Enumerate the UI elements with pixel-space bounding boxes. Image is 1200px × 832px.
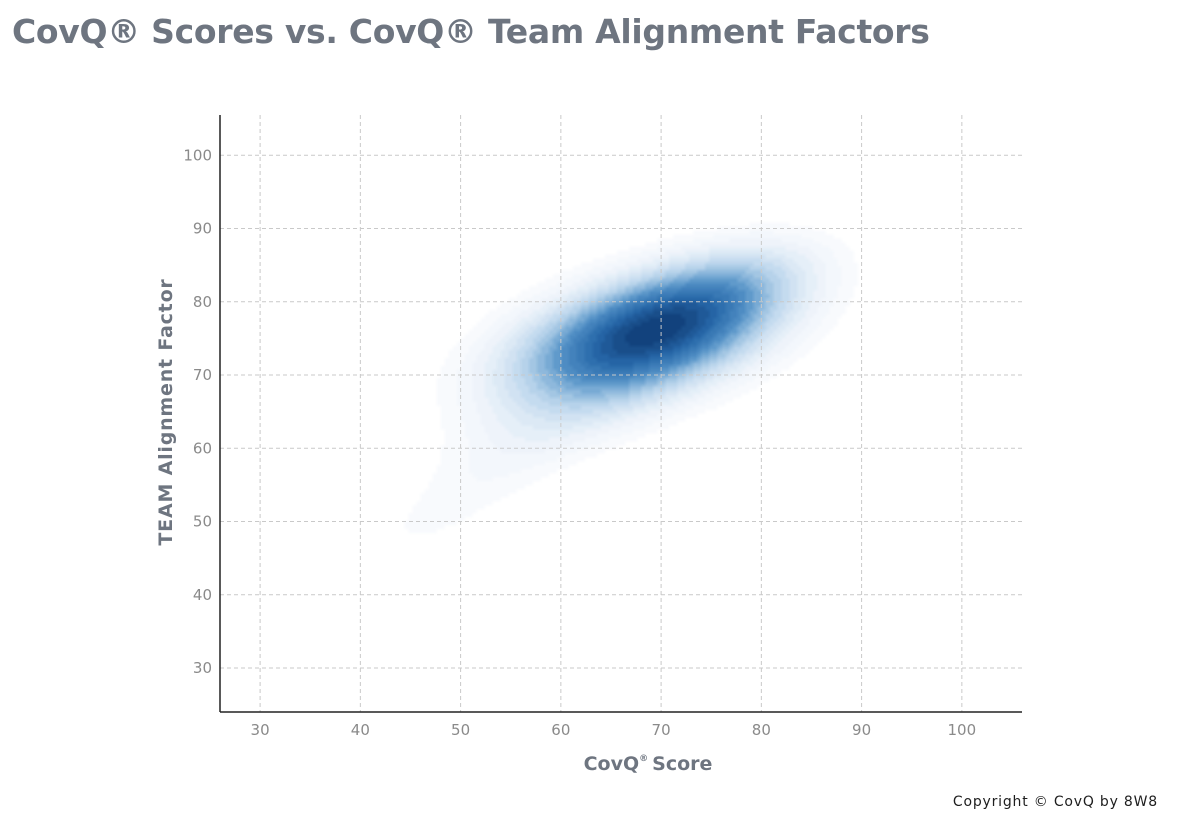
x-tick-label: 50	[451, 721, 470, 739]
y-axis-label: TEAM Alignment Factor	[155, 278, 177, 545]
y-tick-label: 90	[193, 220, 212, 238]
chart-title: CovQ® Scores vs. CovQ® Team Alignment Fa…	[12, 12, 930, 51]
x-tick-label: 80	[752, 721, 771, 739]
y-tick-label: 70	[193, 366, 212, 384]
x-axis-label-suffix: Score	[652, 753, 712, 775]
y-tick-label: 40	[193, 586, 212, 604]
y-tick-label: 80	[193, 293, 212, 311]
y-tick-label: 50	[193, 513, 212, 531]
x-tick-label: 70	[652, 721, 671, 739]
y-tick-label: 100	[183, 146, 212, 164]
x-axis-label-main: CovQ	[584, 753, 640, 775]
ticks-layer: 30 40 50 60 70 80 90 100 30 40 50 60 70 80 90 100	[183, 146, 976, 739]
density-image	[220, 115, 1022, 712]
density-layer	[220, 115, 1022, 712]
y-tick-label: 60	[193, 439, 212, 457]
y-tick-label: 30	[193, 659, 212, 677]
x-tick-label: 90	[852, 721, 871, 739]
x-tick-label: 40	[351, 721, 370, 739]
x-tick-label: 30	[251, 721, 270, 739]
x-axis-label-superscript: ®	[639, 754, 648, 764]
copyright: Copyright © CovQ by 8W8	[952, 794, 1158, 810]
axes-layer	[219, 115, 1022, 713]
grid-layer	[220, 115, 1022, 712]
x-tick-label: 60	[551, 721, 570, 739]
x-tick-label: 100	[948, 721, 977, 739]
x-axis-label: CovQ® Score	[584, 753, 713, 775]
